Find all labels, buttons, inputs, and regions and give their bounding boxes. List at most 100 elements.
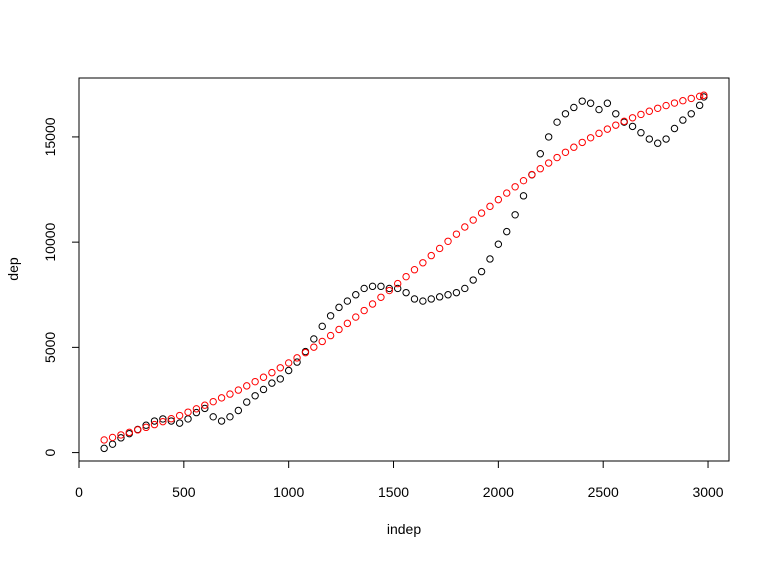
- data-point: [700, 91, 708, 99]
- x-tick-label: 1000: [273, 484, 304, 500]
- data-point: [578, 97, 586, 105]
- data-point: [679, 116, 687, 124]
- data-point: [687, 110, 695, 118]
- data-point: [226, 390, 234, 398]
- data-point: [293, 358, 301, 366]
- data-point: [570, 143, 578, 151]
- data-point: [494, 195, 503, 204]
- data-point: [419, 297, 427, 305]
- data-point: [402, 288, 410, 297]
- data-point: [586, 99, 595, 107]
- data-point: [259, 385, 268, 394]
- data-point: [519, 176, 528, 185]
- data-point: [544, 159, 553, 167]
- x-tick-label: 1500: [378, 484, 409, 500]
- data-point: [201, 401, 209, 409]
- data-point: [410, 266, 419, 274]
- data-point: [570, 103, 578, 112]
- data-point: [335, 303, 343, 312]
- data-point: [326, 312, 335, 320]
- data-point: [679, 97, 687, 105]
- data-point: [318, 322, 326, 331]
- data-point: [310, 335, 318, 343]
- data-point: [486, 202, 494, 211]
- data-point: [494, 240, 503, 248]
- plot-box: [78, 77, 730, 462]
- y-axis-label: dep: [5, 257, 21, 281]
- data-point: [595, 105, 603, 114]
- data-point: [628, 114, 637, 122]
- data-point: [695, 92, 704, 101]
- data-point: [209, 397, 217, 406]
- data-point: [477, 209, 486, 217]
- data-point: [142, 423, 150, 432]
- data-point: [201, 404, 209, 413]
- data-point: [175, 419, 184, 427]
- data-point: [612, 121, 620, 129]
- data-point: [385, 286, 394, 295]
- data-point: [234, 386, 243, 394]
- data-point: [394, 284, 402, 293]
- data-point: [553, 153, 561, 162]
- data-point: [477, 267, 486, 276]
- data-point: [637, 110, 645, 119]
- data-point: [117, 434, 125, 442]
- data-point: [469, 216, 477, 224]
- data-point: [217, 417, 226, 425]
- data-point: [670, 99, 679, 107]
- data-point: [125, 428, 134, 437]
- data-point: [544, 133, 553, 141]
- data-point: [444, 291, 452, 299]
- data-point: [159, 415, 167, 423]
- x-tick-label: 2500: [588, 484, 619, 500]
- y-axis: 0 5000 10000 15000: [42, 117, 80, 456]
- data-point: [687, 94, 695, 103]
- data-point: [645, 135, 654, 143]
- data-point: [528, 170, 536, 179]
- data-point: [385, 284, 394, 293]
- data-point: [511, 211, 519, 219]
- data-point: [511, 183, 519, 191]
- data-point: [293, 354, 301, 362]
- data-point: [117, 431, 125, 439]
- data-point: [310, 343, 318, 351]
- data-point: [410, 295, 419, 303]
- data-point: [561, 148, 570, 156]
- data-point: [184, 408, 192, 416]
- data-point: [108, 433, 117, 442]
- data-point: [251, 377, 259, 386]
- x-axis: 0 500 1000 1500 2000 2500 3000: [75, 460, 724, 500]
- data-point: [243, 398, 251, 406]
- data-point: [150, 417, 159, 425]
- data-point: [662, 135, 670, 143]
- data-point: [251, 392, 259, 400]
- series-layer: [100, 91, 708, 453]
- data-point: [175, 411, 184, 420]
- data-point: [654, 104, 662, 113]
- data-point: [654, 139, 662, 147]
- data-point: [444, 237, 452, 246]
- data-point: [452, 288, 461, 297]
- data-point: [419, 259, 427, 267]
- data-point: [243, 382, 251, 390]
- data-point: [167, 417, 175, 425]
- data-point: [184, 415, 192, 423]
- series-0: [100, 93, 708, 453]
- data-point: [628, 122, 637, 131]
- data-point: [301, 348, 310, 357]
- data-point: [427, 251, 435, 260]
- data-point: [217, 394, 226, 402]
- data-point: [150, 420, 159, 429]
- data-point: [662, 101, 670, 110]
- data-point: [108, 440, 117, 448]
- y-tick-label: 15000: [42, 117, 58, 156]
- data-point: [326, 331, 335, 340]
- data-point: [612, 110, 620, 118]
- data-point: [335, 325, 343, 334]
- data-point: [268, 379, 276, 387]
- data-point: [318, 337, 326, 346]
- data-point: [603, 99, 612, 107]
- data-point: [276, 364, 284, 372]
- data-point: [368, 282, 377, 291]
- x-tick-label: 0: [75, 484, 83, 500]
